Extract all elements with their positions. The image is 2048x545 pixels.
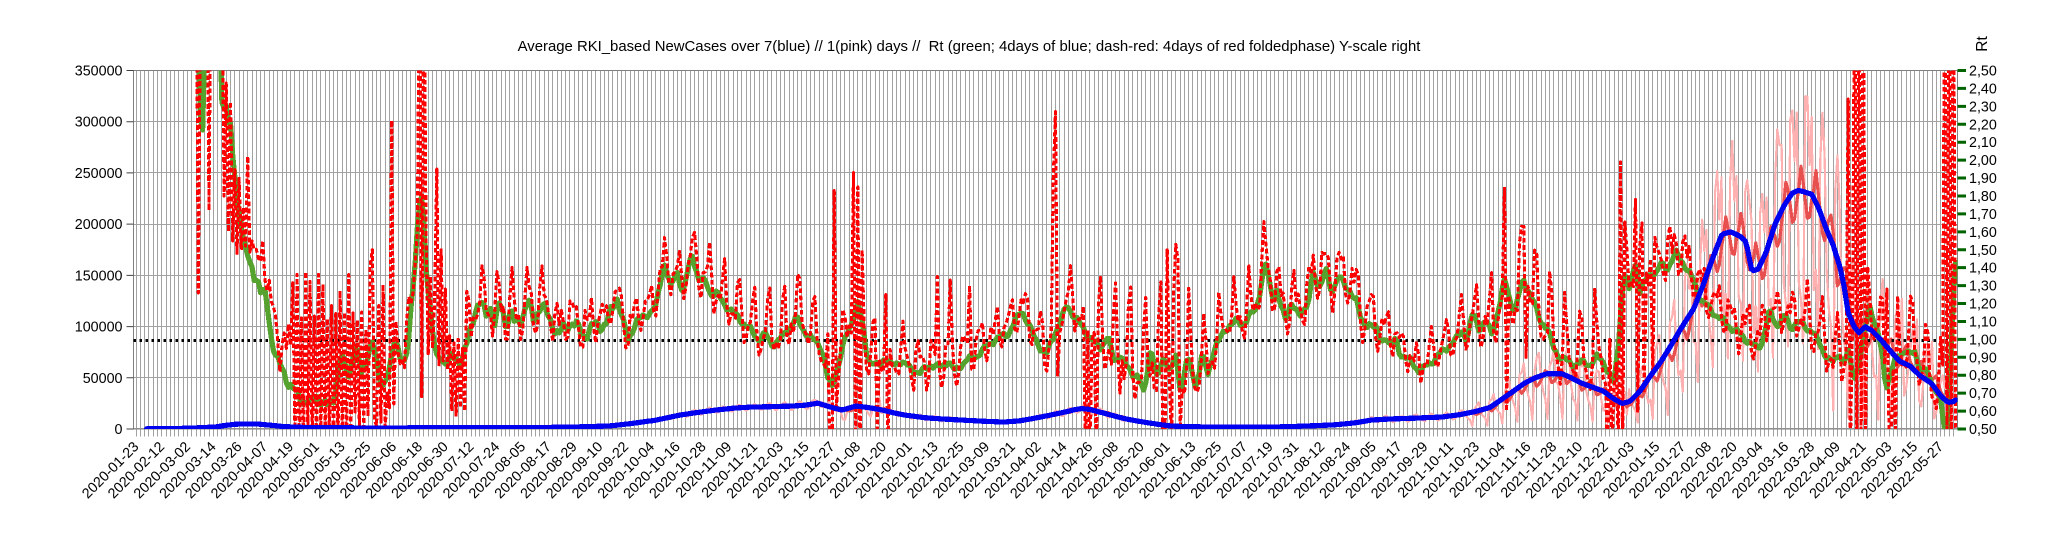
svg-text:50000: 50000	[83, 371, 123, 387]
svg-text:0,60: 0,60	[1969, 404, 1997, 420]
svg-text:0,70: 0,70	[1969, 386, 1997, 402]
svg-text:1,80: 1,80	[1969, 189, 1997, 205]
svg-text:350000: 350000	[75, 64, 123, 80]
svg-text:150000: 150000	[75, 268, 123, 284]
svg-text:Rt: Rt	[1974, 36, 1991, 52]
svg-text:1,30: 1,30	[1969, 279, 1997, 295]
svg-text:1,00: 1,00	[1969, 332, 1997, 348]
svg-text:1,60: 1,60	[1969, 225, 1997, 241]
svg-text:1,10: 1,10	[1969, 314, 1997, 330]
svg-text:100000: 100000	[75, 320, 123, 336]
svg-text:1,40: 1,40	[1969, 261, 1997, 277]
svg-text:2,10: 2,10	[1969, 135, 1997, 151]
svg-text:0: 0	[115, 422, 123, 438]
svg-text:300000: 300000	[75, 115, 123, 131]
svg-text:1,70: 1,70	[1969, 207, 1997, 223]
svg-text:0,50: 0,50	[1969, 422, 1997, 438]
svg-text:2,00: 2,00	[1969, 153, 1997, 169]
svg-text:2,30: 2,30	[1969, 99, 1997, 115]
svg-text:2,50: 2,50	[1969, 64, 1997, 80]
svg-text:250000: 250000	[75, 166, 123, 182]
svg-text:Average RKI_based NewCases ove: Average RKI_based NewCases over 7(blue) …	[518, 39, 1422, 55]
svg-text:1,20: 1,20	[1969, 297, 1997, 313]
svg-text:2,20: 2,20	[1969, 117, 1997, 133]
svg-text:200000: 200000	[75, 217, 123, 233]
svg-text:0,90: 0,90	[1969, 350, 1997, 366]
svg-text:1,90: 1,90	[1969, 171, 1997, 187]
svg-text:1,50: 1,50	[1969, 243, 1997, 259]
svg-text:2,40: 2,40	[1969, 81, 1997, 97]
svg-text:0,80: 0,80	[1969, 368, 1997, 384]
